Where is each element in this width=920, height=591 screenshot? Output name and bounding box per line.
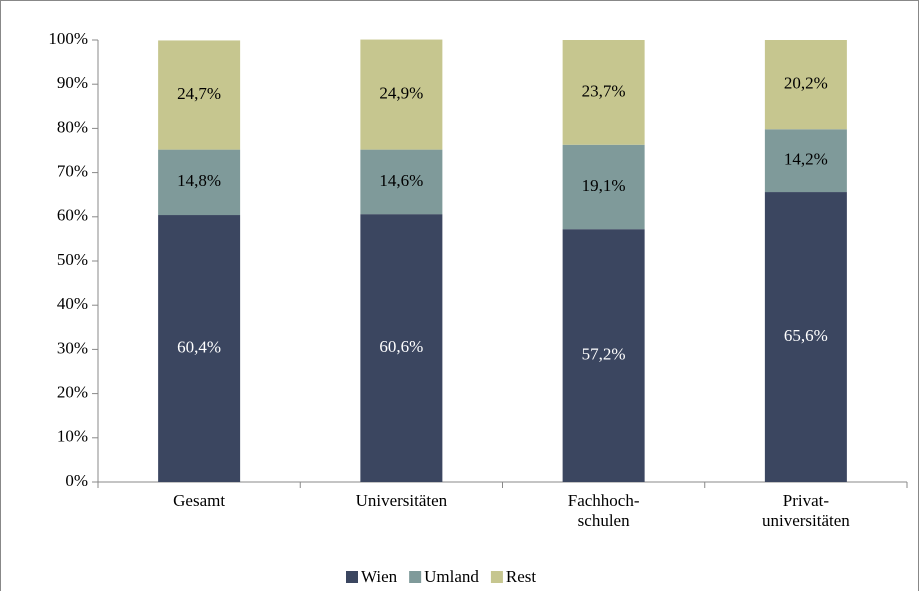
data-label: 60,6% xyxy=(379,337,423,356)
bar-segment xyxy=(158,149,241,216)
data-label: 20,2% xyxy=(784,74,828,93)
legend-swatch xyxy=(346,571,358,583)
y-tick-label: 70% xyxy=(57,162,88,181)
data-label: 60,4% xyxy=(177,337,221,356)
data-label: 65,6% xyxy=(784,326,828,345)
bar-segment xyxy=(158,40,241,150)
y-tick-label: 10% xyxy=(57,427,88,446)
x-tick-label: Gesamt xyxy=(173,491,225,510)
bar-segment xyxy=(562,40,645,145)
y-tick-label: 0% xyxy=(65,471,88,490)
x-tick-label: Universitäten xyxy=(356,491,448,510)
y-tick-label: 50% xyxy=(57,250,88,269)
y-tick-label: 60% xyxy=(57,206,88,225)
bar-segment xyxy=(764,129,847,193)
bar-segment xyxy=(360,39,443,150)
legend-label: Wien xyxy=(361,567,398,586)
data-label: 19,1% xyxy=(582,176,626,195)
x-tick-label: Fachhoch-schulen xyxy=(568,491,640,530)
y-tick-label: 20% xyxy=(57,383,88,402)
legend-label: Umland xyxy=(424,567,479,586)
data-label: 24,9% xyxy=(379,83,423,102)
bar-segment xyxy=(360,149,443,215)
x-tick-label: Privat-universitäten xyxy=(762,491,850,530)
data-label: 24,7% xyxy=(177,84,221,103)
y-tick-label: 90% xyxy=(57,73,88,92)
bar-segment xyxy=(764,40,847,130)
bar-segment xyxy=(562,229,645,482)
legend-swatch xyxy=(490,571,503,583)
y-tick-label: 40% xyxy=(57,294,88,313)
bar-segment xyxy=(764,192,847,482)
y-tick-label: 100% xyxy=(48,29,88,48)
data-label: 14,2% xyxy=(784,150,828,169)
y-tick-label: 80% xyxy=(57,117,88,136)
data-label: 23,7% xyxy=(582,81,626,100)
data-label: 14,6% xyxy=(379,171,423,190)
bar-segment xyxy=(562,144,645,230)
legend-label: Rest xyxy=(506,567,537,586)
bar-segment xyxy=(360,214,443,482)
data-label: 57,2% xyxy=(582,344,626,363)
legend-swatch xyxy=(409,571,422,583)
data-label: 14,8% xyxy=(177,171,221,190)
bar-segment xyxy=(158,215,241,483)
y-tick-label: 30% xyxy=(57,338,88,357)
